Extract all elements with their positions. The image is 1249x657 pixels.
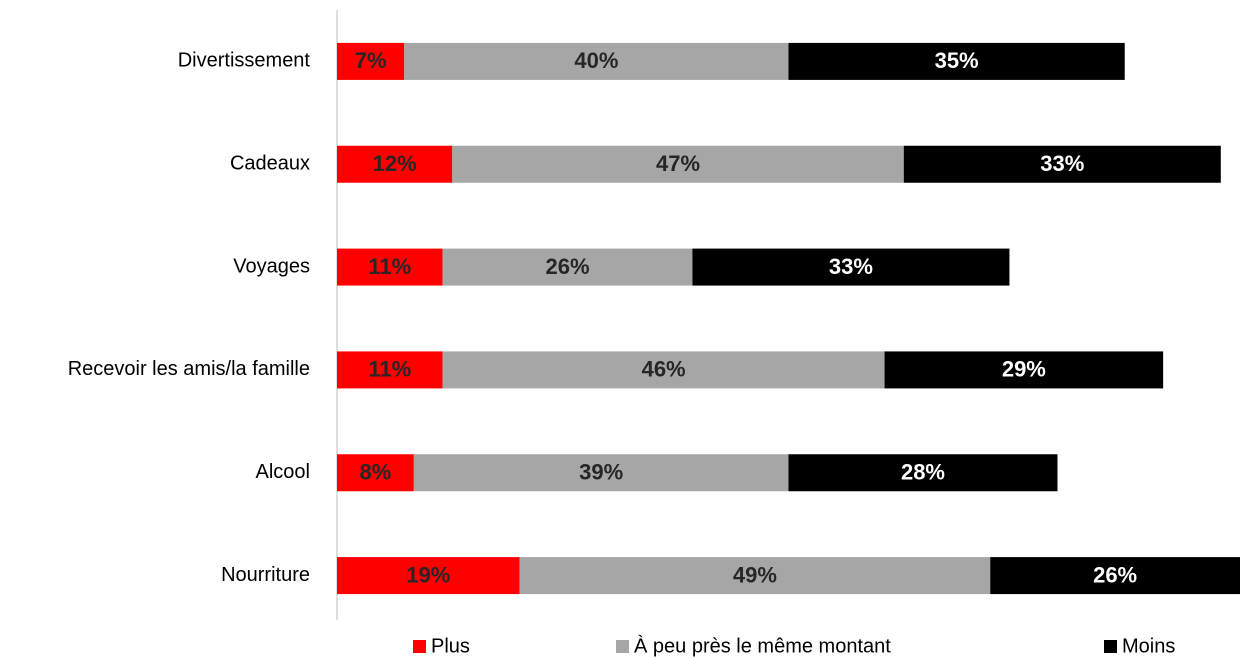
category-label: Cadeaux: [230, 153, 310, 175]
data-label: 40%: [574, 48, 618, 73]
data-label: 46%: [642, 357, 686, 382]
legend-label: Moins: [1122, 635, 1175, 657]
data-label: 8%: [360, 460, 392, 485]
data-label: 12%: [373, 151, 417, 176]
data-label: 49%: [733, 562, 777, 587]
data-label: 26%: [546, 254, 590, 279]
category-label: Alcool: [256, 461, 310, 483]
bar-segment: [442, 351, 885, 389]
category-label: Recevoir les amis/la famille: [68, 358, 310, 380]
bar-segment: [990, 557, 1240, 595]
data-label: 33%: [829, 254, 873, 279]
legend-swatch: [616, 640, 629, 653]
bar-segment: [519, 557, 991, 595]
data-label: 47%: [656, 151, 700, 176]
bar-segment: [337, 454, 414, 492]
bar-segment: [884, 351, 1164, 389]
legend-swatch: [413, 640, 426, 653]
data-label: 26%: [1093, 562, 1137, 587]
data-label: 11%: [368, 357, 411, 382]
data-label: 7%: [355, 48, 387, 73]
legend-label: À peu près le même montant: [634, 634, 891, 657]
data-label: 39%: [579, 460, 623, 485]
bar-segment: [337, 351, 443, 389]
category-label: Divertissement: [178, 50, 311, 72]
bar-segment: [442, 248, 693, 286]
bar-segment: [404, 42, 789, 80]
data-label: 35%: [935, 48, 979, 73]
bar-segment: [413, 454, 789, 492]
bar-segment: [452, 145, 904, 183]
data-label: 28%: [901, 460, 945, 485]
category-label: Voyages: [233, 255, 310, 277]
legend-label: Plus: [431, 635, 470, 657]
data-label: 19%: [406, 562, 450, 587]
data-label: 33%: [1040, 151, 1084, 176]
legend-swatch: [1104, 640, 1117, 653]
bar-segment: [337, 248, 443, 286]
bar-segment: [337, 145, 453, 183]
bar-segment: [903, 145, 1221, 183]
bar-segment: [337, 557, 520, 595]
bar-segment: [692, 248, 1010, 286]
bar-segment: [788, 454, 1058, 492]
data-label: 29%: [1002, 357, 1046, 382]
bar-segment: [337, 42, 405, 80]
data-label: 11%: [368, 254, 411, 279]
bar-segment: [788, 42, 1125, 80]
category-label: Nourriture: [221, 564, 310, 586]
